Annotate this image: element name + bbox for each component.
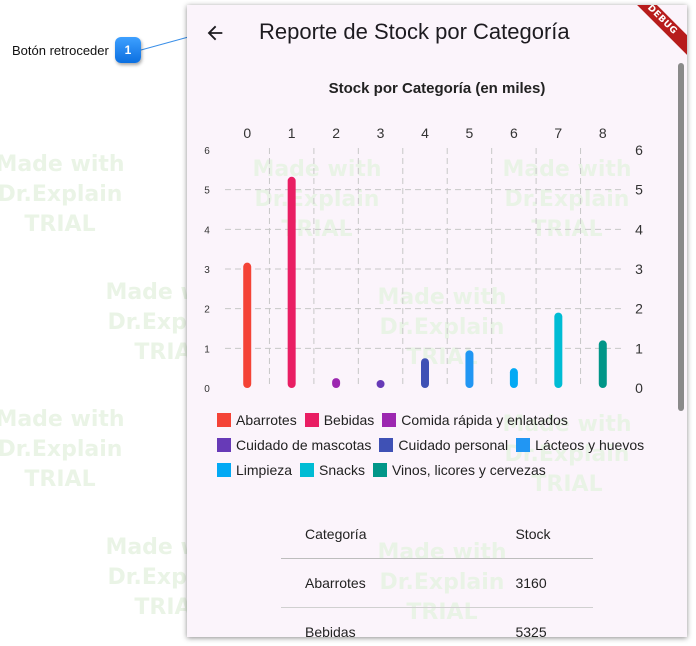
x-tick-label: 6 [510, 125, 518, 141]
legend-item: Cuidado personal [379, 437, 508, 453]
legend-swatch [217, 437, 231, 452]
legend-swatch [304, 412, 319, 427]
watermark: Made with Dr.Explain TRIAL [0, 407, 125, 492]
column-header-category: Categoría [305, 526, 367, 542]
bar [421, 358, 429, 388]
legend-item: Bebidas [304, 411, 375, 428]
x-tick-label: 8 [599, 125, 607, 141]
watermark: Made with Dr.Explain TRIAL [0, 152, 125, 237]
legend-row: Abarrotes Bebidas Comida rápida y enlatado… [217, 407, 677, 432]
legend-label: Lácteos y huevos [535, 436, 645, 453]
page-title: Reporte de Stock por Categoría [259, 19, 570, 44]
legend-swatch [217, 412, 231, 427]
legend-item: Lácteos y huevos [516, 437, 644, 453]
y-tick-label-left: 3 [204, 265, 210, 276]
bar [465, 350, 474, 388]
x-tick-label: 1 [288, 125, 296, 141]
scrollbar-thumb[interactable] [678, 63, 684, 411]
legend-item: Limpieza [217, 462, 292, 478]
legend-item: Comida rápida y enlatados [382, 412, 568, 428]
callout-badge: 1 [115, 37, 141, 63]
column-header-stock: Stock [515, 526, 551, 542]
x-tick-label: 0 [243, 125, 251, 141]
x-tick-label: 4 [421, 125, 429, 141]
legend-item: Snacks [300, 462, 365, 478]
legend-label: Abarrotes [236, 411, 297, 428]
legend-swatch [516, 437, 531, 452]
legend-label: Cuidado personal [398, 436, 509, 453]
table-cell-stock: 3160 [515, 575, 547, 591]
bar [509, 368, 518, 388]
back-button[interactable] [201, 19, 229, 47]
table-cell-category: Bebidas [305, 624, 356, 637]
legend-swatch [217, 462, 231, 477]
app-screen: Made with Dr.Explain TRIAL Made with Dr.Exp… [187, 5, 687, 637]
app-bar: Reporte de Stock por Categoría [187, 5, 687, 61]
y-tick-label-right: 5 [635, 182, 643, 198]
y-tick-label-left: 6 [204, 146, 210, 157]
legend-swatch [300, 462, 315, 477]
legend-swatch [372, 462, 387, 477]
y-tick-label-left: 0 [204, 384, 210, 395]
bar [598, 340, 607, 388]
y-tick-label-right: 4 [635, 221, 643, 237]
y-tick-label-right: 1 [635, 340, 643, 356]
x-tick-label: 3 [377, 125, 385, 141]
y-tick-label-right: 3 [635, 261, 643, 277]
y-tick-label-right: 6 [635, 142, 643, 158]
bar [243, 262, 252, 388]
legend-item: Vinos, licores y cervezas [372, 461, 546, 478]
chart-title: Stock por Categoría (en miles) [328, 80, 546, 97]
table-row: Bebidas 5325 [281, 608, 593, 637]
bar [554, 312, 563, 388]
legend-row: Cuidado de mascotas Cuidado personal Lácte… [217, 432, 677, 457]
legend-swatch [382, 412, 397, 427]
y-tick-label-left: 1 [204, 344, 210, 355]
legend-swatch [379, 437, 394, 452]
x-tick-label: 7 [554, 125, 562, 141]
stock-table: Categoría Stock Abarrotes 3160 Bebidas 5… [281, 510, 593, 637]
callout-label: Botón retroceder [12, 43, 109, 58]
table-cell-stock: 5325 [515, 624, 547, 637]
x-tick-label: 5 [466, 125, 474, 141]
bar [376, 380, 385, 388]
legend-label: Snacks [319, 461, 365, 478]
y-tick-label-left: 5 [204, 186, 210, 197]
arrow-left-icon [207, 25, 223, 41]
legend-label: Cuidado de mascotas [236, 436, 372, 453]
bar [332, 378, 341, 388]
legend-label: Bebidas [323, 411, 375, 428]
x-tick-label: 2 [332, 125, 340, 141]
chart-legend: Abarrotes Bebidas Comida rápida y enlatado… [217, 407, 677, 482]
legend-item: Abarrotes [217, 412, 297, 428]
legend-label: Comida rápida y enlatados [401, 411, 568, 428]
table-cell-category: Abarrotes [305, 575, 366, 591]
y-tick-label-right: 2 [635, 301, 643, 317]
legend-label: Limpieza [236, 461, 293, 478]
y-tick-label-left: 2 [204, 305, 210, 316]
stock-bar-chart: 0 0 1 1 2 2 3 3 4 4 5 5 6 6 0 1 2 3 4 5 6 7 8 [204, 125, 643, 396]
y-tick-label-left: 4 [204, 225, 210, 236]
bar [287, 176, 296, 388]
legend-item: Cuidado de mascotas [217, 437, 371, 453]
legend-label: Vinos, licores y cervezas [391, 461, 546, 478]
y-tick-label-right: 0 [635, 380, 643, 396]
legend-row: Limpieza Snacks Vinos, licores y cervezas [217, 457, 677, 482]
table-header: Categoría Stock [281, 510, 593, 559]
table-row: Abarrotes 3160 [281, 559, 593, 608]
